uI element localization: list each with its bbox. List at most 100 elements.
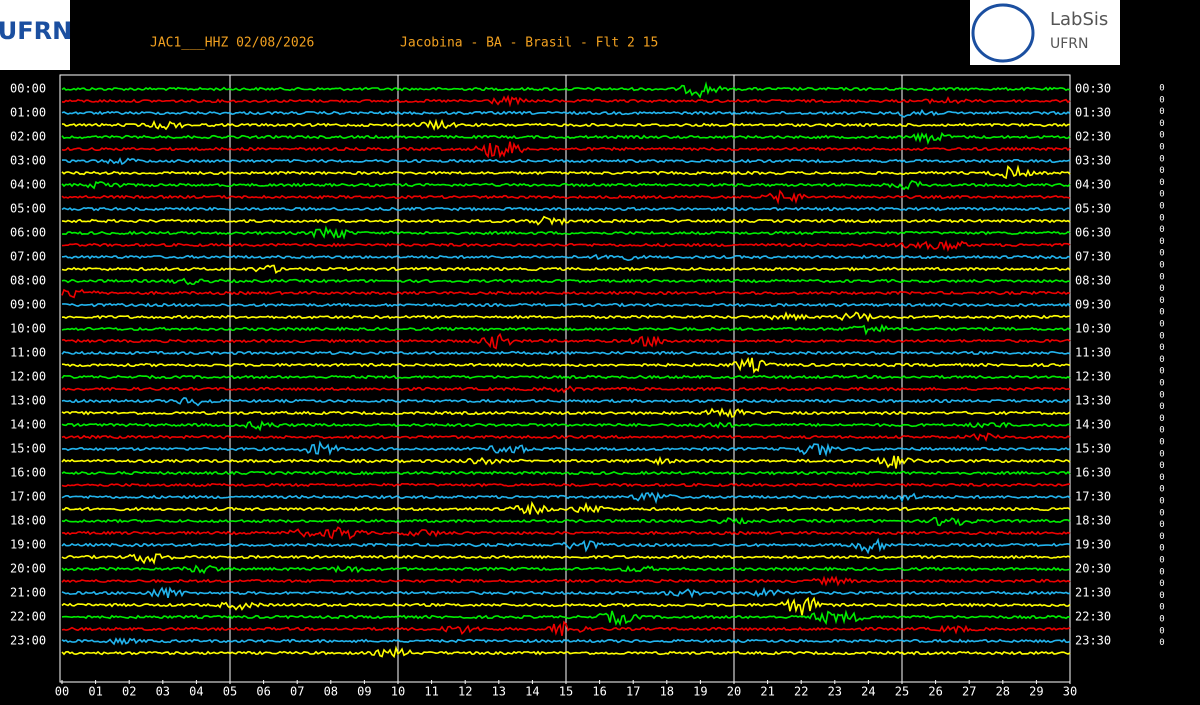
station-title: JAC1___HHZ 02/08/2026 [150,36,314,51]
trace [61,637,1071,646]
trace [61,586,1071,599]
row-label-left: 00:00 [10,82,46,96]
trace [61,180,1071,191]
row-label-right: 19:30 [1075,538,1111,552]
row-label-left: 13:00 [10,394,46,408]
minute-label: 29 [1029,685,1043,699]
minute-label: 21 [760,685,774,699]
trace [61,500,1071,516]
right-marker: 0 [1159,355,1164,365]
trace [61,288,1071,299]
row-label-right: 15:30 [1075,442,1111,456]
minute-label: 17 [626,685,640,699]
right-marker: 0 [1159,225,1164,235]
logo-right-title: LabSis [1050,9,1108,30]
minute-label: 07 [290,685,304,699]
trace [61,94,1071,108]
trace [61,432,1071,443]
row-label-left: 01:00 [10,106,46,120]
minute-label: 08 [324,685,338,699]
row-label-left: 05:00 [10,202,46,216]
right-marker: 0 [1159,485,1164,495]
row-label-right: 08:30 [1075,274,1111,288]
row-label-right: 05:30 [1075,202,1111,216]
trace [61,277,1071,286]
row-label-left: 08:00 [10,274,46,288]
right-marker: 0 [1159,166,1164,176]
row-label-right: 20:30 [1075,562,1111,576]
trace [61,526,1071,540]
right-marker: 0 [1159,426,1164,436]
trace [61,537,1071,555]
row-label-left: 17:00 [10,490,46,504]
row-label-right: 17:30 [1075,490,1111,504]
right-marker: 0 [1159,544,1164,554]
right-marker: 0 [1159,284,1164,294]
row-label-right: 06:30 [1075,226,1111,240]
plot-frame [59,74,1071,683]
trace [61,206,1071,212]
row-label-left: 04:00 [10,178,46,192]
right-marker: 0 [1159,567,1164,577]
trace [61,455,1071,469]
right-marker: 0 [1159,367,1164,377]
minute-label: 10 [391,685,405,699]
row-label-left: 23:00 [10,634,46,648]
trace [61,164,1071,180]
trace [61,239,1071,252]
minute-label: 25 [895,685,909,699]
right-marker: 0 [1159,331,1164,341]
trace [61,311,1071,323]
right-marker: 0 [1159,461,1164,471]
trace [61,407,1071,418]
minute-label: 11 [424,685,438,699]
row-label-left: 18:00 [10,514,46,528]
logo-left: UFRN [0,17,72,45]
minute-label: 03 [156,685,170,699]
right-marker: 0 [1159,178,1164,188]
trace [61,385,1071,394]
trace [61,118,1071,131]
row-label-left: 21:00 [10,586,46,600]
minute-label: 05 [223,685,237,699]
row-label-right: 02:30 [1075,130,1111,144]
row-label-right: 09:30 [1075,298,1111,312]
row-label-right: 01:30 [1075,106,1111,120]
right-marker: 0 [1159,438,1164,448]
trace [61,141,1071,159]
right-marker: 0 [1159,107,1164,117]
minute-label: 02 [122,685,136,699]
trace [61,108,1071,118]
row-label-right: 00:30 [1075,82,1111,96]
row-label-right: 03:30 [1075,154,1111,168]
right-marker: 0 [1159,95,1164,105]
trace [61,131,1071,146]
right-marker: 0 [1159,379,1164,389]
trace [61,323,1071,336]
right-marker: 0 [1159,556,1164,566]
row-label-left: 15:00 [10,442,46,456]
row-label-left: 22:00 [10,610,46,624]
minute-label: 12 [458,685,472,699]
trace [61,264,1071,274]
right-marker: 0 [1159,213,1164,223]
right-marker: 0 [1159,390,1164,400]
trace [61,215,1071,226]
right-marker: 0 [1159,84,1164,94]
right-marker: 0 [1159,202,1164,212]
row-label-right: 23:30 [1075,634,1111,648]
logo-left-box [0,0,70,70]
row-label-left: 11:00 [10,346,46,360]
minute-label: 30 [1063,685,1077,699]
row-label-left: 16:00 [10,466,46,480]
minute-label: 24 [861,685,875,699]
row-label-right: 18:30 [1075,514,1111,528]
trace [61,491,1071,505]
minute-label: 13 [492,685,506,699]
minute-label: 26 [928,685,942,699]
right-marker: 0 [1159,638,1164,648]
trace [61,350,1071,356]
trace [61,397,1071,407]
row-label-left: 06:00 [10,226,46,240]
